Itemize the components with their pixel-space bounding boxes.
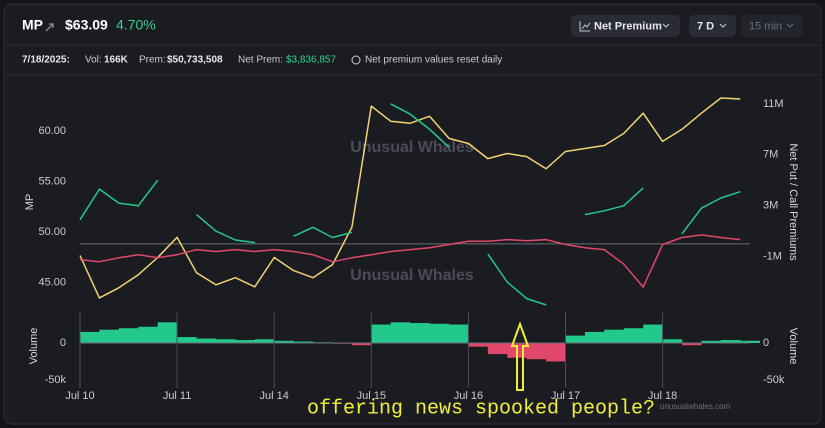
y-axis-title: MP [24,194,36,211]
volume-bar [584,331,605,343]
volume-bar [468,342,489,347]
volume-bar [662,339,683,343]
x-tick-label: Jul 16 [454,390,483,402]
y2-tick-label: 3M [763,200,778,212]
volume-bar [235,340,256,343]
y2-tick-label: -1M [763,250,782,262]
x-tick-label: Jul 11 [163,390,192,402]
volume-bar [351,342,372,346]
volume-bar [274,340,294,343]
y-axis-title: Volume [787,328,799,365]
volume-bar [390,322,411,343]
y-tick-label: 0 [763,337,769,349]
volume-bar [157,322,178,343]
volume-bar [546,342,566,362]
volume-bar [138,326,158,343]
series-line [79,103,741,306]
info-icon[interactable] [351,55,361,65]
change: 4.70% [116,17,156,33]
y2-tick-label: 11M [763,98,784,110]
button[interactable] [689,15,736,37]
volume-bar [526,342,547,360]
button-label[interactable]: Net Premium [594,20,662,32]
summary-value: $50,733,508 [167,55,223,66]
y2-tick-label: 7M [763,149,778,161]
volume-bar [682,342,702,346]
volume-bar [448,324,469,343]
volume-bar [177,337,197,343]
summary-value: $3,836,857 [286,55,336,66]
volume-bar [215,339,236,343]
volume-bar [371,324,392,343]
y-tick-label: 50.00 [38,226,66,238]
y-tick-label: 0 [60,337,66,349]
volume-bar [487,342,508,355]
volume-bar [701,340,722,343]
summary-label: Vol: [85,55,102,66]
link-icon[interactable] [45,23,54,32]
volume-bar [604,329,625,343]
y2-axis-title: Net Put / Call Premiums [787,143,799,261]
footer: unusualwhales.com [660,402,731,411]
arrow [510,321,530,391]
y-tick-label: -50k [763,374,785,386]
x-tick-label: Jul 15 [357,390,386,402]
summary-value: 166K [104,55,129,66]
volume-bar [565,335,586,343]
chevron [662,23,670,28]
volume-bar [99,329,120,343]
volume-bar [643,324,663,343]
x-tick-label: Jul 17 [551,390,580,402]
y-axis-title: Volume [28,328,40,365]
volume-bar [196,338,217,343]
y-tick-label: 55.00 [38,176,66,188]
series-line [79,97,741,299]
series-line [79,234,741,288]
button[interactable] [571,15,680,37]
y-tick-label: 45.00 [38,277,66,289]
volume-bar [429,323,450,343]
watermark: Unusual Whales [350,267,474,284]
summary-label: Prem: [139,55,166,66]
chart-icon [579,21,591,32]
volume-bar [623,328,644,343]
volume-bar [720,340,741,343]
summary-date: 7/18/2025: [22,55,70,66]
x-tick-label: Jul 14 [260,390,289,402]
ticker[interactable]: MP [22,17,43,33]
x-tick-label: Jul 10 [65,390,94,402]
volume-bar [254,339,275,343]
button[interactable] [741,15,803,37]
button-label[interactable]: 7 D [697,20,714,32]
summary-note: Net premium values reset daily [365,55,502,66]
y-tick-label: 60.00 [38,125,66,137]
volume-bar [410,323,430,343]
volume-bar [80,331,100,343]
card [3,3,822,425]
button-label[interactable]: 15 min [749,20,782,32]
chevron [786,23,794,28]
chevron [719,23,727,28]
watermark: Unusual Whales [350,139,474,156]
annotation: offering news spooked people? [307,397,655,420]
y-tick-label: -50k [45,374,67,386]
volume-bar [293,341,314,343]
price: $63.09 [65,17,108,33]
x-tick-label: Jul 18 [648,390,677,402]
volume-bar [118,328,139,343]
summary-label: Net Prem: [238,55,283,66]
volume-bar [740,340,761,343]
